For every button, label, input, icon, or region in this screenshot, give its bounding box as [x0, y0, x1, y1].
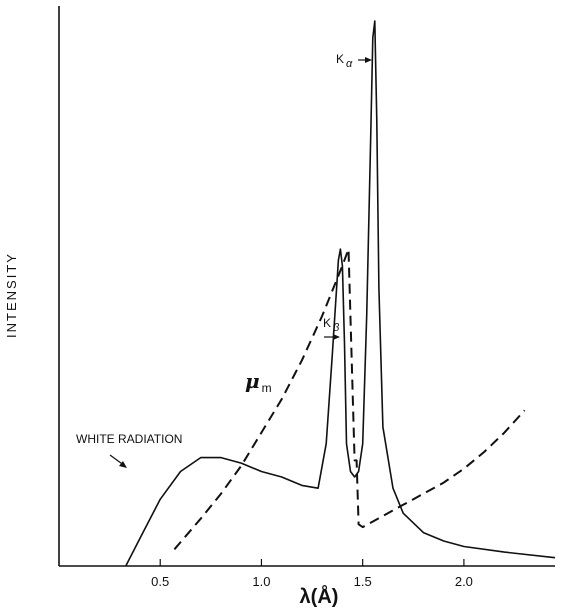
k-beta-letter: K: [323, 316, 331, 330]
k-alpha-arrowhead: [365, 57, 372, 63]
x-tick-label: 2.0: [455, 574, 473, 589]
x-ticks: 0.5 1.0 1.5 2.0: [151, 559, 473, 589]
k-alpha-letter: K: [336, 52, 344, 66]
k-beta-arrowhead: [333, 334, 340, 340]
y-axis-title: INTENSITY: [4, 252, 19, 338]
k-beta-subscript: β: [332, 322, 340, 334]
white-radiation-arrowhead: [119, 461, 127, 468]
x-tick-label: 1.0: [252, 574, 270, 589]
x-axis-title: λ(Å): [300, 584, 339, 608]
mass-absorption-series-line: [173, 248, 526, 550]
x-tick-label: 1.5: [354, 574, 372, 589]
mu-symbol: μ: [245, 369, 260, 393]
intensity-series-line: [125, 20, 556, 567]
mu-subscript: m: [262, 381, 272, 395]
x-tick-label: 0.5: [151, 574, 169, 589]
white-radiation-label: WHITE RADIATION: [76, 432, 182, 446]
axes: [58, 6, 555, 567]
series-layer: [125, 20, 556, 567]
k-alpha-subscript: α: [346, 58, 353, 70]
